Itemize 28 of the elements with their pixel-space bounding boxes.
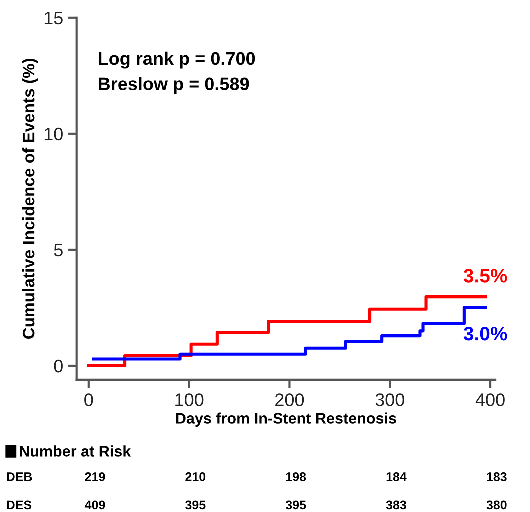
y-tick-label: 10 — [44, 128, 63, 141]
x-tick-label: 300 — [376, 394, 404, 406]
text: 184 — [386, 472, 407, 482]
text: 383 — [386, 500, 406, 510]
text: DEB — [7, 472, 32, 482]
y-tick-label: 15 — [44, 12, 63, 25]
y-tick-label: 0 — [54, 360, 63, 373]
y-axis-title: Cumulative Incidence of Events (%) — [22, 58, 38, 339]
text: 380 — [486, 500, 507, 510]
series-label: 3.5% — [464, 269, 508, 283]
x-tick-label: 200 — [276, 394, 304, 406]
text: 409 — [85, 500, 106, 510]
text: 219 — [85, 472, 106, 482]
text: 395 — [286, 500, 306, 510]
text: 198 — [286, 472, 306, 482]
y-tick-label: 5 — [54, 244, 63, 257]
x-tick-label: 0 — [84, 394, 94, 406]
x-axis-title: Days from In-Stent Restenosis — [176, 412, 396, 427]
text: 395 — [186, 500, 206, 510]
text: 210 — [186, 472, 206, 482]
series-label: 3.0% — [464, 326, 508, 341]
x-tick-label: 400 — [476, 394, 505, 406]
text: DES — [7, 500, 32, 510]
text: 183 — [487, 472, 507, 482]
annotation: Log rank p = 0.700 — [98, 52, 256, 69]
x-tick-label: 100 — [176, 394, 204, 406]
text: Number at Risk — [20, 446, 132, 457]
annotation: Breslow p = 0.589 — [98, 77, 250, 94]
